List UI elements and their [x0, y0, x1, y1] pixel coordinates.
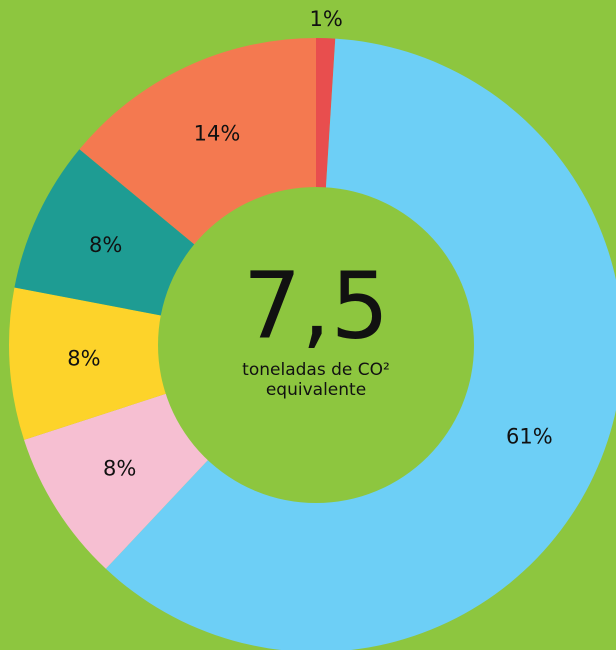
value-label: 8% [67, 347, 100, 371]
center-label: equivalente [266, 380, 366, 400]
center-label: toneladas de CO² [242, 360, 390, 380]
value-label: 14% [194, 122, 241, 146]
center-value: 7,5 [243, 252, 389, 359]
value-label: 1% [310, 7, 343, 31]
value-label: 8% [89, 233, 122, 257]
value-label: 61% [506, 424, 553, 448]
donut-hole [158, 187, 474, 503]
value-label: 8% [103, 457, 136, 481]
